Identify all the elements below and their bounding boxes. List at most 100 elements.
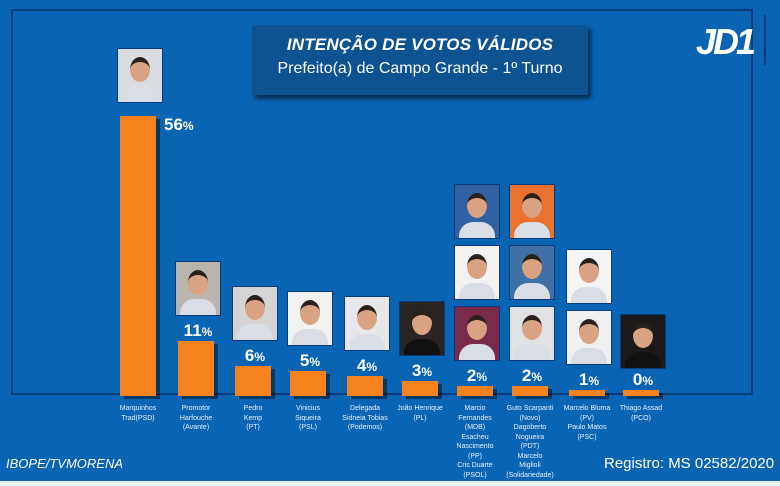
candidate-label: João Henrique (PL) <box>387 404 453 423</box>
person-icon <box>130 57 150 82</box>
candidate-label-line: (MDB) <box>464 424 486 431</box>
candidate-photo <box>509 306 555 361</box>
bar <box>347 376 383 396</box>
candidate-label: Marquinhos Trad(PSD) <box>105 404 171 423</box>
person-icon <box>467 315 487 340</box>
candidate-label-line: Marcio <box>464 405 486 412</box>
candidate-label-line: Miglioli <box>519 462 541 469</box>
bar-value-label: 4% <box>357 356 377 375</box>
candidate-label-line: Nascimento <box>456 443 494 450</box>
person-icon <box>467 254 487 279</box>
bar-value-label: 3% <box>412 361 432 380</box>
shoulders-icon <box>514 283 550 299</box>
person-icon <box>412 310 432 335</box>
bar-value-label: 56% <box>164 115 194 134</box>
candidate-label-line: (PSC) <box>577 433 597 441</box>
candidate-label-line: (PV) <box>580 414 594 422</box>
candidate-label-line: Dagoberto <box>513 424 547 431</box>
person-icon <box>188 270 208 295</box>
candidate-label-line: Marquinhos <box>119 405 157 412</box>
shoulders-icon <box>180 299 216 315</box>
candidate-photo <box>620 314 666 369</box>
shoulders-icon <box>514 344 550 360</box>
bar-value-label: 1% <box>579 370 599 389</box>
candidate-label-line: Vinicius <box>296 405 320 412</box>
jd1-logo: JD1 <box>696 21 756 62</box>
candidate-photo <box>566 310 612 365</box>
candidate-label-line: (PP) <box>468 452 482 460</box>
shoulders-icon <box>459 222 495 238</box>
bar-value-label: 2% <box>522 366 542 385</box>
candidate-photo <box>287 291 333 346</box>
candidate-label-line: Promotor <box>181 405 211 412</box>
candidate-label-line: Sidneia Tobias <box>342 414 388 422</box>
candidate-label-line: Marcelo <box>517 452 543 460</box>
candidate-label-line: Cris Duarte <box>457 462 493 469</box>
candidate-label-line: (Podemos) <box>347 424 383 431</box>
candidate-photo <box>399 301 445 356</box>
bar <box>235 366 271 396</box>
candidate-label-line: (PL) <box>413 414 427 422</box>
bar-value-label: 11% <box>184 321 213 340</box>
candidate-photo <box>454 245 500 300</box>
candidate-label-line: (Solidariedade) <box>506 471 554 479</box>
person-icon <box>579 258 599 283</box>
person-icon <box>245 295 265 320</box>
candidate-label-line: Trad(PSD) <box>121 414 155 422</box>
bar <box>512 386 548 396</box>
candidate-photo <box>175 261 221 316</box>
bar-value-label: 0% <box>633 370 653 389</box>
candidate-photo <box>566 249 612 304</box>
registry-label: Registro: MS 02582/2020 <box>604 455 775 472</box>
candidate-photo <box>344 296 390 351</box>
candidate-photo <box>509 245 555 300</box>
person-icon <box>522 315 542 340</box>
shoulders-icon <box>571 287 607 303</box>
candidate-label-line: Paulo Matos <box>567 424 607 431</box>
person-icon <box>357 305 377 330</box>
logo-divider <box>764 15 766 65</box>
shoulders-icon <box>571 348 607 364</box>
bar <box>178 341 214 396</box>
candidate-label-line: Siqueira <box>295 414 321 422</box>
candidate-label-line: (PCO) <box>631 414 651 422</box>
candidate-label-line: Nogueira <box>515 433 545 441</box>
candidate-label: Vinicius Siqueira (PSL) <box>275 404 341 433</box>
bar <box>457 386 493 396</box>
bar <box>402 381 438 396</box>
bar <box>623 390 659 396</box>
person-icon <box>300 300 320 325</box>
candidate-label-line: João Henrique <box>397 405 443 412</box>
candidate-label-line: (PDT) <box>520 443 540 450</box>
candidate-label-line: Delegada <box>350 405 380 412</box>
person-icon <box>522 193 542 218</box>
person-icon <box>579 319 599 344</box>
candidate-label: Pedro Kemp (PT) <box>220 404 286 433</box>
candidate-photo <box>509 184 555 239</box>
shoulders-icon <box>404 339 440 355</box>
shoulders-icon <box>237 324 273 340</box>
candidate-label-line: (Novo) <box>519 414 541 422</box>
candidate-label-line: Esacheu <box>461 433 489 441</box>
person-icon <box>467 193 487 218</box>
shoulders-icon <box>625 352 661 368</box>
bar <box>120 116 156 396</box>
candidate-label-line: Harfouche <box>179 414 213 422</box>
bottom-strip <box>0 481 780 486</box>
candidate-photo <box>117 48 163 103</box>
bar <box>290 371 326 396</box>
candidate-photo <box>232 286 278 341</box>
candidate-photo <box>454 184 500 239</box>
candidate-label-line: Marcelo Bluma <box>563 405 611 412</box>
candidate-label: Marcelo Bluma (PV) Paulo Matos (PSC) <box>554 404 620 442</box>
source-label: IBOPE/TVMORENA <box>6 456 124 471</box>
chart-title: INTENÇÃO DE VOTOS VÁLIDOS <box>286 35 554 54</box>
shoulders-icon <box>349 334 385 350</box>
shoulders-icon <box>292 329 328 345</box>
candidate-label: Promotor Harfouche (Avante) <box>163 404 229 433</box>
chart-subtitle: Prefeito(a) de Campo Grande - 1º Turno <box>277 60 563 77</box>
shoulders-icon <box>459 344 495 360</box>
candidate-label-line: (PSL) <box>299 424 317 431</box>
candidate-label: Delegada Sidneia Tobias (Podemos) <box>332 404 398 433</box>
